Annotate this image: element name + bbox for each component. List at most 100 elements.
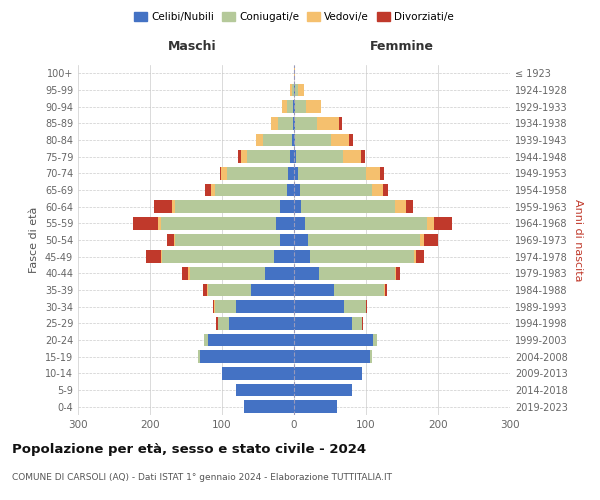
Bar (133, 217, 158, 230)
Text: Femmine: Femmine (370, 40, 434, 52)
Bar (306, 100, 320, 113)
Bar (215, 184, 287, 196)
Bar (298, 167, 366, 179)
Bar (295, 117, 317, 130)
Bar (236, 384, 294, 396)
Bar (294, 334, 373, 346)
Bar (280, 234, 294, 246)
Bar (308, 234, 420, 246)
Bar (161, 250, 162, 263)
Bar (331, 134, 349, 146)
Bar (294, 67, 295, 80)
Bar (295, 100, 306, 113)
Bar (338, 117, 342, 130)
Legend: Celibi/Nubili, Coniugati/e, Vedovi/e, Divorziati/e: Celibi/Nubili, Coniugati/e, Vedovi/e, Di… (130, 8, 458, 26)
Bar (205, 184, 211, 196)
Bar (288, 167, 294, 179)
Bar (406, 200, 413, 213)
Bar (214, 300, 215, 313)
Bar (295, 134, 331, 146)
Bar (385, 284, 387, 296)
Bar (373, 334, 377, 346)
Bar (305, 217, 427, 230)
Bar (241, 150, 247, 163)
Bar (256, 134, 263, 146)
Bar (207, 284, 208, 296)
Bar (229, 317, 294, 330)
Bar (295, 84, 298, 96)
Bar (278, 117, 293, 130)
Bar (208, 334, 294, 346)
Bar (362, 317, 363, 330)
Bar (190, 267, 265, 280)
Bar (247, 150, 290, 163)
Bar (287, 100, 293, 113)
Bar (218, 317, 229, 330)
Bar (274, 250, 294, 263)
Bar (290, 150, 294, 163)
Bar (416, 250, 424, 263)
Bar (212, 300, 214, 313)
Bar (263, 134, 292, 146)
Bar (334, 284, 384, 296)
Bar (298, 84, 304, 96)
Bar (310, 250, 414, 263)
Bar (395, 200, 406, 213)
Bar (396, 267, 400, 280)
Bar (175, 234, 280, 246)
Bar (172, 200, 175, 213)
Bar (294, 84, 295, 96)
Bar (294, 317, 352, 330)
Bar (395, 267, 396, 280)
Bar (175, 200, 280, 213)
Bar (424, 234, 438, 246)
Bar (220, 167, 221, 179)
Bar (294, 134, 295, 146)
Bar (161, 217, 276, 230)
Bar (296, 150, 343, 163)
Bar (154, 200, 172, 213)
Bar (222, 367, 294, 380)
Bar (174, 234, 175, 246)
Bar (211, 184, 215, 196)
Bar (294, 367, 362, 380)
Bar (349, 134, 353, 146)
Bar (198, 350, 200, 363)
Bar (251, 284, 294, 296)
Bar (301, 200, 395, 213)
Bar (238, 150, 241, 163)
Bar (434, 217, 452, 230)
Bar (344, 300, 366, 313)
Bar (146, 250, 161, 263)
Bar (290, 84, 292, 96)
Bar (182, 267, 188, 280)
Bar (203, 284, 207, 296)
Text: Maschi: Maschi (167, 40, 217, 52)
Bar (283, 100, 287, 113)
Bar (300, 184, 372, 196)
Bar (158, 217, 161, 230)
Text: COMUNE DI CARSOLI (AQ) - Dati ISTAT 1° gennaio 2024 - Elaborazione TUTTITALIA.IT: COMUNE DI CARSOLI (AQ) - Dati ISTAT 1° g… (12, 472, 392, 482)
Bar (317, 117, 338, 130)
Text: Popolazione per età, sesso e stato civile - 2024: Popolazione per età, sesso e stato civil… (12, 442, 366, 456)
Bar (215, 300, 236, 313)
Bar (294, 250, 310, 263)
Bar (352, 317, 362, 330)
Bar (361, 150, 365, 163)
Bar (294, 384, 352, 396)
Bar (372, 184, 383, 196)
Bar (380, 167, 384, 179)
Bar (221, 167, 227, 179)
Bar (427, 217, 434, 230)
Bar (294, 200, 301, 213)
Bar (294, 300, 344, 313)
Bar (294, 234, 308, 246)
Bar (294, 284, 334, 296)
Bar (294, 267, 319, 280)
Bar (383, 184, 388, 196)
Bar (287, 184, 294, 196)
Bar (276, 217, 294, 230)
Y-axis label: Fasce di età: Fasce di età (29, 207, 39, 273)
Bar (292, 134, 294, 146)
Bar (366, 167, 380, 179)
